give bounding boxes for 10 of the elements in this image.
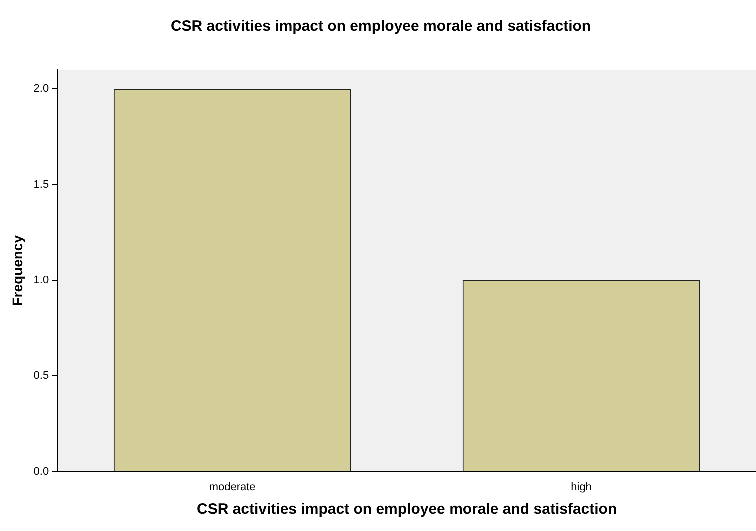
x-tick-label: moderate — [209, 481, 256, 494]
chart-title: CSR activities impact on employee morale and satisfaction — [170, 18, 592, 36]
x-axis-title: CSR activities impact on employee morale and satisfaction — [196, 501, 618, 518]
x-tick-label: high — [571, 481, 592, 494]
y-tick-label: 2.0 — [34, 83, 50, 96]
y-tick-label: 0.0 — [34, 466, 50, 478]
y-axis-title: Frequency — [9, 235, 26, 306]
y-tick-label: 0.5 — [34, 370, 50, 382]
y-tick-label: 1.0 — [34, 274, 50, 286]
y-tick-label: 1.5 — [34, 178, 50, 191]
